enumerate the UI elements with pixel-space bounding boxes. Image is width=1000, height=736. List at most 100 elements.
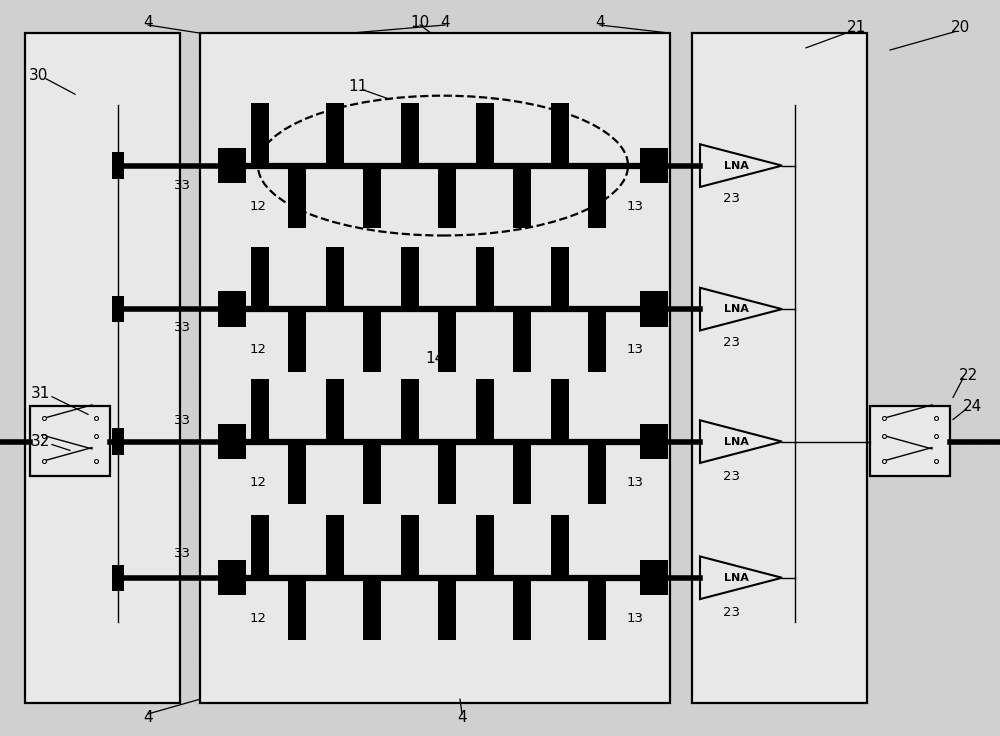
Bar: [515, 442, 531, 504]
Bar: [288, 216, 306, 228]
Bar: [640, 291, 668, 327]
Bar: [290, 309, 306, 372]
Bar: [288, 166, 304, 228]
Bar: [553, 103, 569, 166]
Bar: [640, 424, 668, 459]
Bar: [112, 296, 124, 322]
Text: 23: 23: [724, 336, 740, 349]
Bar: [513, 442, 529, 504]
Bar: [476, 103, 492, 166]
Bar: [551, 379, 567, 442]
Bar: [590, 166, 606, 228]
Bar: [288, 309, 304, 372]
Bar: [401, 379, 417, 442]
Bar: [476, 515, 494, 527]
Bar: [363, 166, 379, 228]
Bar: [640, 148, 668, 183]
Bar: [476, 247, 492, 309]
Bar: [326, 379, 342, 442]
Bar: [438, 442, 454, 504]
Bar: [403, 379, 419, 442]
Bar: [438, 492, 456, 504]
Bar: [403, 247, 419, 309]
Bar: [25, 33, 180, 703]
Bar: [326, 103, 342, 166]
Text: 32: 32: [30, 434, 50, 449]
Bar: [588, 166, 604, 228]
Bar: [365, 578, 381, 640]
Bar: [870, 406, 950, 476]
Bar: [438, 629, 456, 640]
Bar: [553, 247, 569, 309]
Bar: [478, 515, 494, 578]
Text: 13: 13: [626, 343, 644, 356]
Bar: [476, 379, 494, 391]
Text: 11: 11: [348, 79, 368, 94]
Bar: [513, 360, 531, 372]
Text: 33: 33: [174, 321, 190, 334]
Text: 4: 4: [457, 710, 467, 725]
Bar: [363, 309, 379, 372]
Bar: [326, 379, 344, 391]
Bar: [363, 360, 381, 372]
Bar: [328, 379, 344, 442]
Bar: [438, 166, 454, 228]
Bar: [590, 578, 606, 640]
Text: LNA: LNA: [724, 573, 749, 583]
Text: 14: 14: [425, 351, 445, 366]
Bar: [326, 515, 342, 578]
Bar: [588, 442, 604, 504]
Bar: [588, 360, 606, 372]
Bar: [513, 166, 529, 228]
Bar: [553, 379, 569, 442]
Bar: [478, 247, 494, 309]
Bar: [326, 247, 342, 309]
Bar: [326, 515, 344, 527]
Text: 22: 22: [958, 368, 978, 383]
Bar: [363, 216, 381, 228]
Text: 12: 12: [250, 475, 266, 489]
Bar: [290, 442, 306, 504]
Bar: [401, 515, 417, 578]
Bar: [253, 379, 269, 442]
Text: 23: 23: [724, 606, 740, 619]
Bar: [401, 379, 419, 391]
Bar: [438, 216, 456, 228]
Bar: [288, 578, 304, 640]
Bar: [476, 379, 492, 442]
Bar: [112, 428, 124, 455]
Bar: [253, 515, 269, 578]
Bar: [551, 103, 567, 166]
Bar: [692, 33, 867, 703]
Bar: [218, 560, 246, 595]
Bar: [363, 629, 381, 640]
Bar: [438, 360, 456, 372]
Bar: [515, 309, 531, 372]
Bar: [401, 103, 419, 115]
Bar: [328, 515, 344, 578]
Text: 13: 13: [626, 199, 644, 213]
Text: 13: 13: [626, 612, 644, 625]
Bar: [290, 578, 306, 640]
Bar: [515, 166, 531, 228]
Bar: [515, 578, 531, 640]
Text: 20: 20: [950, 21, 970, 35]
Bar: [401, 247, 419, 258]
Bar: [513, 578, 529, 640]
Bar: [590, 442, 606, 504]
Bar: [588, 216, 606, 228]
Bar: [218, 424, 246, 459]
Bar: [218, 148, 246, 183]
Bar: [438, 309, 454, 372]
Bar: [551, 515, 569, 527]
Bar: [363, 492, 381, 504]
Bar: [440, 166, 456, 228]
Bar: [551, 247, 567, 309]
Bar: [551, 515, 567, 578]
Bar: [476, 247, 494, 258]
Bar: [251, 247, 267, 309]
Bar: [551, 103, 569, 115]
Text: 4: 4: [595, 15, 605, 29]
Text: LNA: LNA: [724, 304, 749, 314]
Text: 21: 21: [846, 21, 866, 35]
